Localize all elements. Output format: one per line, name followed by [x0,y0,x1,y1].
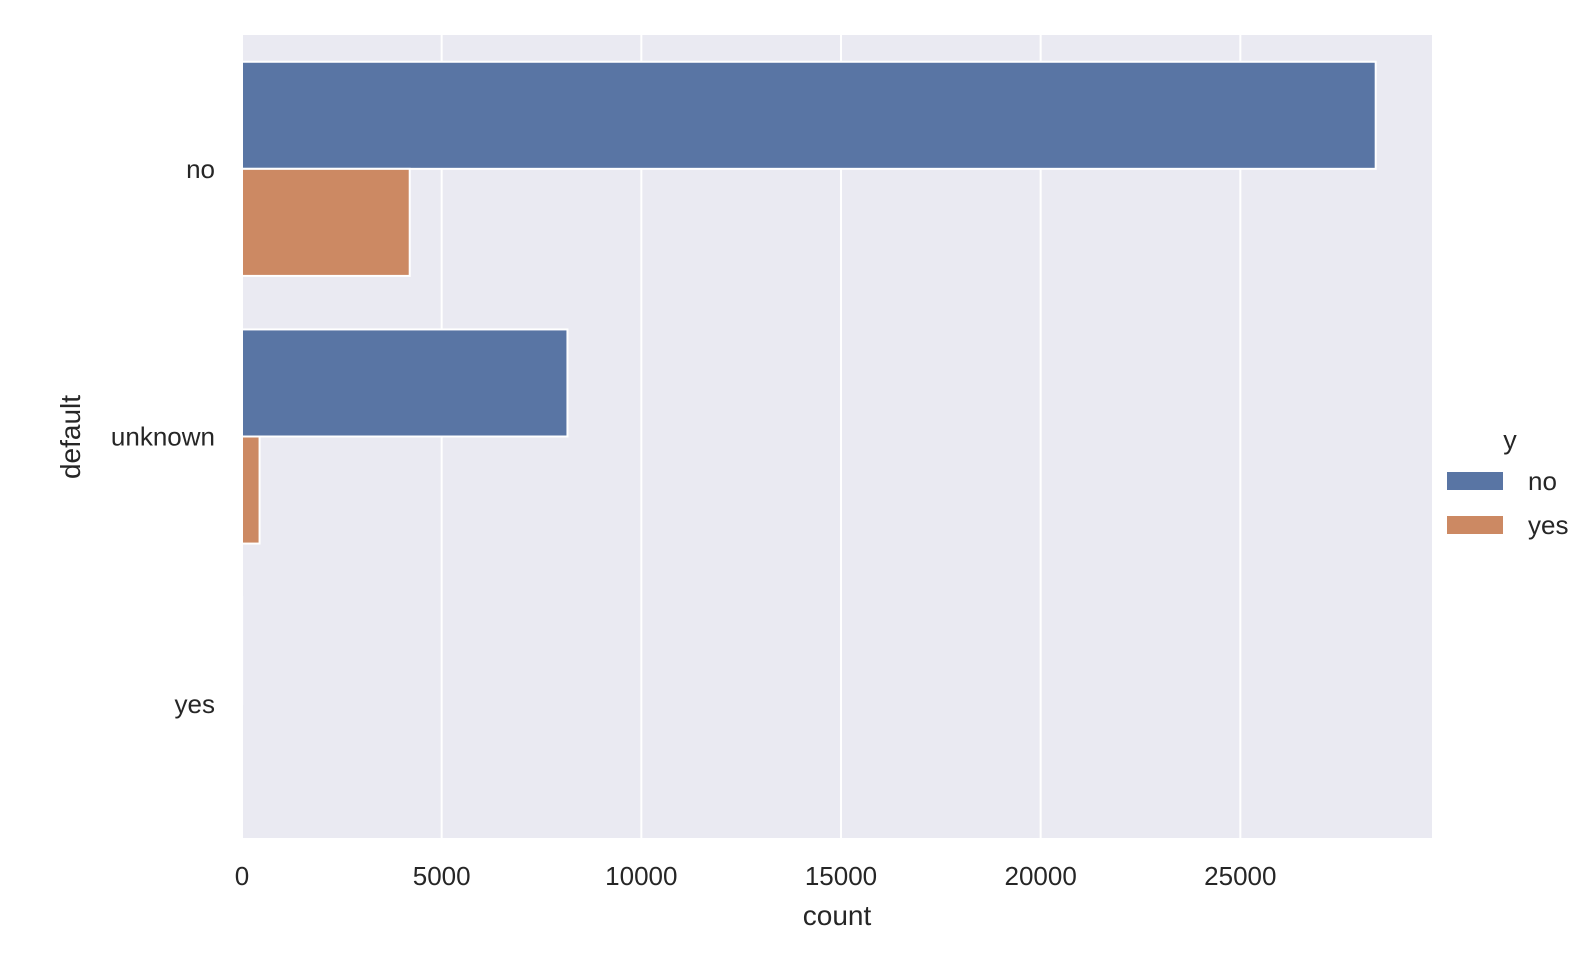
bars [241,60,1377,706]
x-axis-label: count [803,900,872,931]
bar-unknown-no [241,328,569,438]
bar-no-no [241,60,1377,170]
y-tick-label-unknown: unknown [111,422,215,452]
legend-swatch-yes [1447,516,1503,534]
bar-no-yes [241,167,411,277]
x-tick-labels: 0 5000 10000 15000 20000 25000 [235,861,1277,891]
legend-swatch-no [1447,472,1503,490]
x-tick-label-1: 5000 [413,861,471,891]
y-tick-labels: no unknown yes [111,154,215,719]
legend-label-no: no [1528,466,1557,496]
y-tick-label-no: no [186,154,215,184]
x-tick-label-2: 10000 [605,861,677,891]
x-tick-label-4: 20000 [1005,861,1077,891]
x-tick-label-0: 0 [235,861,249,891]
x-tick-label-5: 25000 [1204,861,1276,891]
bar-unknown-yes [241,435,261,545]
x-tick-label-3: 15000 [805,861,877,891]
y-axis-label: default [55,395,86,479]
legend-title: y [1503,425,1517,455]
y-tick-label-yes: yes [175,689,215,719]
legend-label-yes: yes [1528,510,1568,540]
legend: y no yes [1447,425,1568,540]
